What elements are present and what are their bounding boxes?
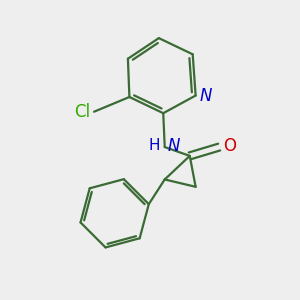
Text: Cl: Cl <box>74 103 91 121</box>
Text: O: O <box>223 136 236 154</box>
Text: N: N <box>168 136 180 154</box>
Text: N: N <box>199 86 212 104</box>
Text: H: H <box>149 138 160 153</box>
